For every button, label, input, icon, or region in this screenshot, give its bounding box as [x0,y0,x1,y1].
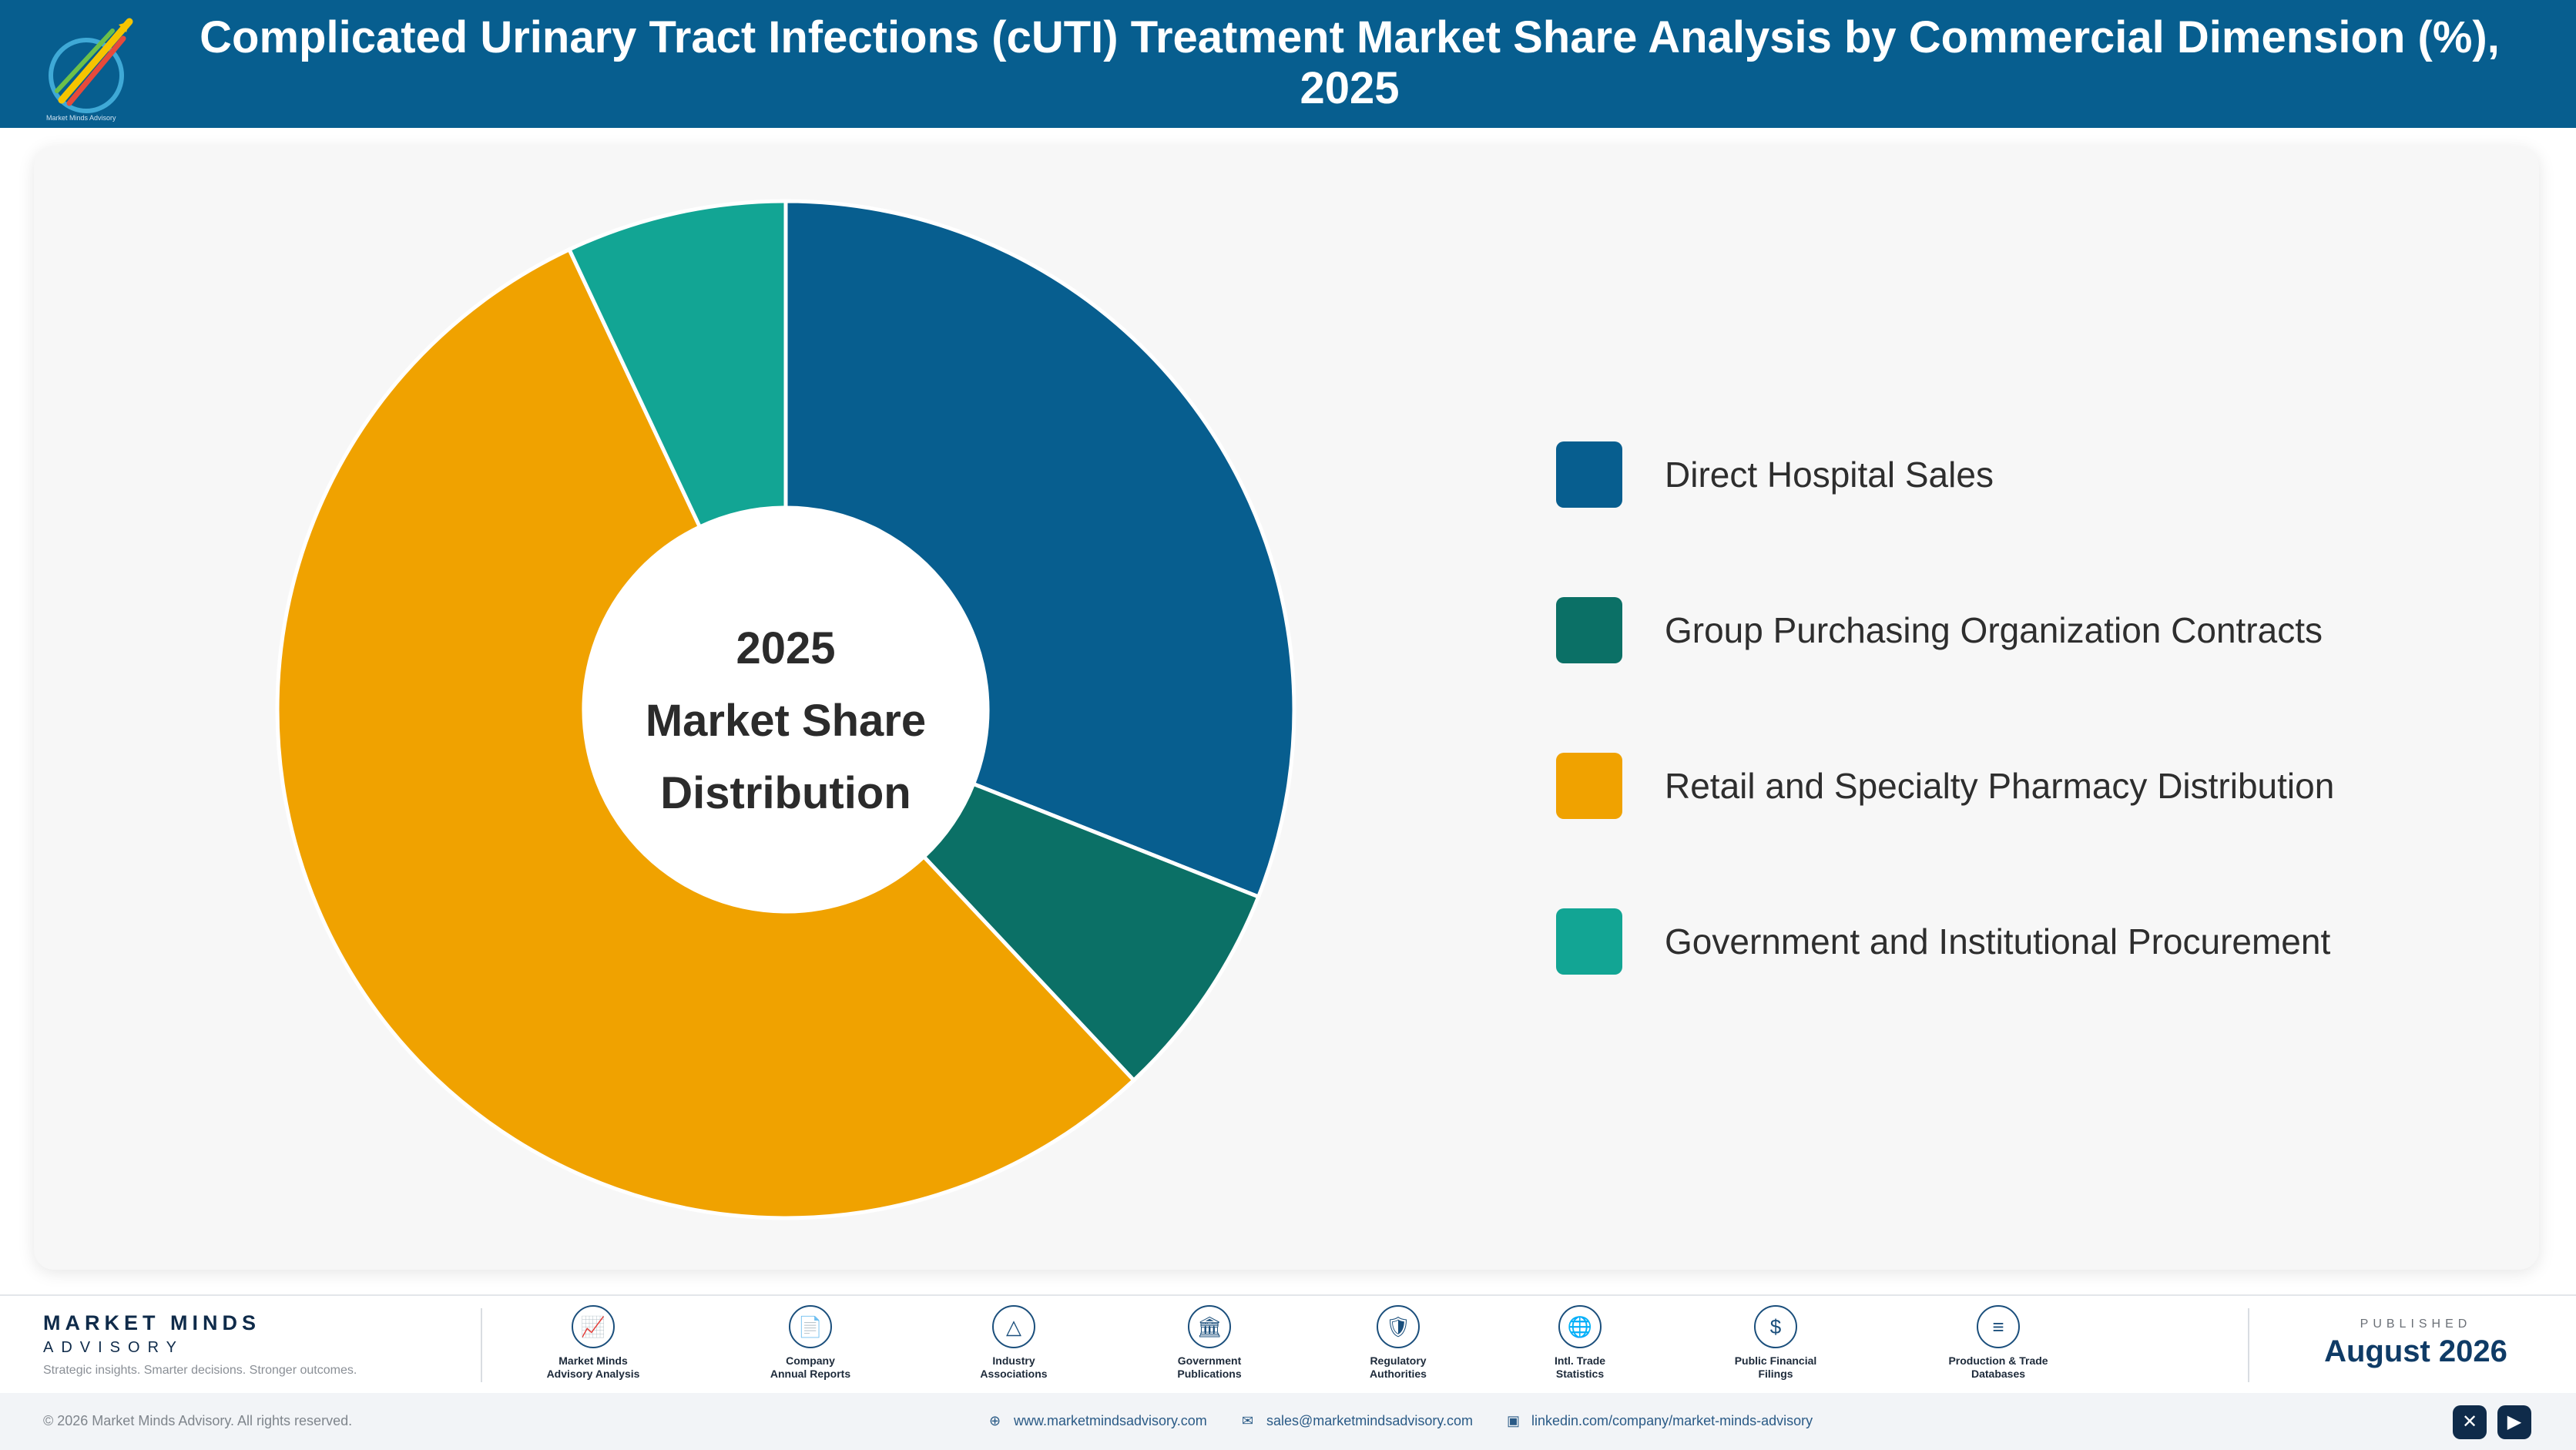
currency-coin-icon: $ [1754,1305,1797,1348]
legend-item-direct-hospital-sales[interactable]: Direct Hospital Sales [1556,441,2403,509]
legend-swatch [1556,753,1622,819]
source-network: △ Industry Associations [937,1305,1091,1381]
network-icon: △ [992,1305,1035,1348]
center-label-line2: Market Share [645,696,927,746]
website-link[interactable]: ⊕ www.marketmindsadvisory.com [989,1413,1207,1429]
donut-center-label: 2025 Market Share Distribution [585,613,986,830]
source-label: Industry Associations [980,1354,1048,1380]
brand-subtitle: ADVISORY [43,1339,184,1356]
linkedin-icon: ▣ [1507,1413,1521,1428]
youtube-icon[interactable]: ▶ [2497,1405,2531,1439]
center-label-year: 2025 [736,623,836,673]
source-document: 📄 Company Annual Reports [733,1305,887,1381]
footer: MARKET MINDS ADVISORY Strategic insights… [0,1294,2576,1393]
published-label: PUBLISHED [2360,1317,2472,1331]
source-trend-chart: 📈 Market Minds Advisory Analysis [516,1305,670,1381]
source-label: Company Annual Reports [770,1354,851,1380]
header-bar: Market Minds Advisory Complicated Urinar… [0,0,2576,128]
legend-swatch [1556,908,1622,975]
document-icon: 📄 [789,1305,832,1348]
globe-icon: ⊕ [989,1413,1001,1428]
shield-check-icon: 🛡 [1377,1305,1420,1348]
copyright-text: © 2026 Market Minds Advisory. All rights… [43,1413,353,1428]
legend-item-gpo-contracts[interactable]: Group Purchasing Organization Contracts [1556,596,2403,664]
source-government-building: 🏛 Government Publications [1132,1305,1286,1381]
footer-divider [2248,1308,2249,1382]
page-title: Complicated Urinary Tract Infections (cU… [200,12,2500,113]
svg-text:Market Minds Advisory: Market Minds Advisory [46,114,116,122]
trend-chart-icon: 📈 [572,1305,615,1348]
brand-name: MARKET MINDS [43,1311,260,1334]
linkedin-link[interactable]: ▣ linkedin.com/company/market-minds-advis… [1507,1413,1813,1429]
email-text: sales@marketmindsadvisory.com [1266,1413,1474,1428]
legend-item-government-procurement[interactable]: Government and Institutional Procurement [1556,908,2403,975]
database-icon: ≡ [1977,1305,2020,1348]
source-label: Government Publications [1177,1354,1242,1380]
bottom-bar: © 2026 Market Minds Advisory. All rights… [0,1393,2576,1450]
x-icon[interactable]: ✕ [2453,1405,2487,1439]
website-text: www.marketmindsadvisory.com [1014,1413,1207,1428]
email-link[interactable]: ✉ sales@marketmindsadvisory.com [1242,1413,1473,1429]
mail-icon: ✉ [1242,1413,1254,1428]
source-label: Intl. Trade Statistics [1554,1354,1606,1380]
source-label: Regulatory Authorities [1370,1354,1427,1380]
source-label: Production & Trade Databases [1948,1354,2048,1380]
footer-divider [481,1308,482,1382]
legend-label: Retail and Specialty Pharmacy Distributi… [1665,766,2335,806]
source-currency-coin: $ Public Financial Filings [1699,1305,1853,1381]
published-date: August 2026 [2324,1334,2507,1368]
legend-label: Group Purchasing Organization Contracts [1665,610,2323,650]
source-database: ≡ Production & Trade Databases [1921,1305,2075,1381]
market-minds-logo-icon: Market Minds Advisory [46,18,133,122]
donut-hole [584,508,988,911]
legend-swatch [1556,441,1622,508]
brand-tagline: Strategic insights. Smarter decisions. S… [43,1364,357,1377]
center-label-line3: Distribution [660,768,911,818]
source-label: Public Financial Filings [1734,1354,1817,1380]
source-shield-check: 🛡 Regulatory Authorities [1321,1305,1475,1381]
legend-label: Government and Institutional Procurement [1665,921,2331,962]
source-globe: 🌐 Intl. Trade Statistics [1503,1305,1657,1381]
source-label: Market Minds Advisory Analysis [546,1354,640,1380]
legend-item-retail-specialty-pharmacy[interactable]: Retail and Specialty Pharmacy Distributi… [1556,752,2403,820]
government-building-icon: 🏛 [1188,1305,1231,1348]
globe-icon: 🌐 [1558,1305,1602,1348]
linkedin-text: linkedin.com/company/market-minds-adviso… [1531,1413,1813,1428]
legend-swatch [1556,597,1622,663]
legend-label: Direct Hospital Sales [1665,455,1994,495]
